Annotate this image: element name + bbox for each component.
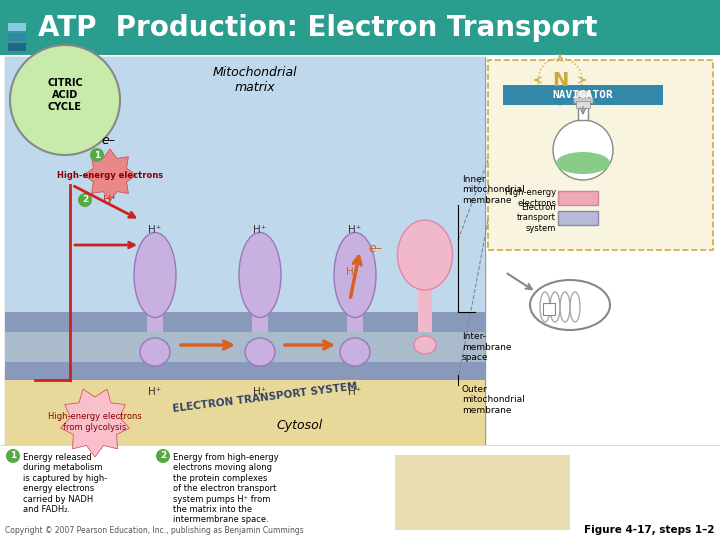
- Text: H⁺: H⁺: [148, 225, 161, 235]
- Text: Outer
mitochondrial
membrane: Outer mitochondrial membrane: [462, 385, 525, 415]
- Text: Copyright © 2007 Pearson Education, Inc., publishing as Benjamin Cummings: Copyright © 2007 Pearson Education, Inc.…: [5, 526, 304, 535]
- Bar: [573, 97, 593, 103]
- Bar: [5, 380, 485, 445]
- Bar: [8, 23, 26, 31]
- Circle shape: [6, 449, 20, 463]
- Ellipse shape: [140, 338, 170, 366]
- Text: Electron
transport
system: Electron transport system: [517, 203, 556, 233]
- Text: Energy released
during metabolism
is captured by high-
energy electrons
carried : Energy released during metabolism is cap…: [23, 453, 107, 514]
- Text: CITRIC
ACID
CYCLE: CITRIC ACID CYCLE: [47, 78, 83, 112]
- Text: H⁺: H⁺: [253, 387, 266, 397]
- Circle shape: [10, 45, 120, 155]
- Text: High-energy electrons: High-energy electrons: [57, 171, 163, 179]
- Text: High-energy
electrons: High-energy electrons: [504, 188, 556, 208]
- Text: High-energy electrons
from glycolysis: High-energy electrons from glycolysis: [48, 413, 142, 431]
- Bar: [147, 277, 163, 332]
- Circle shape: [156, 449, 170, 463]
- Ellipse shape: [334, 233, 376, 318]
- Bar: [0, 0, 720, 55]
- Bar: [5, 362, 485, 380]
- Text: H⁺: H⁺: [148, 387, 161, 397]
- Text: Inner
mitochondrial
membrane: Inner mitochondrial membrane: [462, 175, 525, 205]
- Text: Figure 4-17, steps 1–2: Figure 4-17, steps 1–2: [585, 525, 715, 535]
- Circle shape: [78, 193, 92, 207]
- Text: Mitochondrial
matrix: Mitochondrial matrix: [212, 66, 297, 94]
- Text: 1: 1: [94, 151, 100, 159]
- Bar: [418, 282, 432, 332]
- Bar: [395, 455, 570, 530]
- Ellipse shape: [397, 220, 452, 290]
- Text: e–: e–: [101, 133, 115, 146]
- Bar: [8, 43, 26, 51]
- Bar: [558, 211, 598, 225]
- Text: 1: 1: [10, 451, 16, 461]
- Ellipse shape: [340, 338, 370, 366]
- Bar: [252, 277, 268, 332]
- Text: H⁺: H⁺: [253, 225, 266, 235]
- Bar: [5, 332, 485, 362]
- Bar: [576, 90, 590, 97]
- Text: ATP  Production: Electron Transport: ATP Production: Electron Transport: [38, 14, 598, 42]
- FancyBboxPatch shape: [488, 60, 713, 250]
- Ellipse shape: [414, 336, 436, 354]
- Text: e–: e–: [368, 241, 382, 254]
- Text: H⁺: H⁺: [346, 267, 359, 277]
- Text: ELECTRON TRANSPORT SYSTEM: ELECTRON TRANSPORT SYSTEM: [172, 382, 358, 414]
- Text: Inter-
membrane
space: Inter- membrane space: [462, 332, 511, 362]
- Text: H⁺: H⁺: [103, 195, 117, 205]
- Ellipse shape: [245, 338, 275, 366]
- Bar: [8, 33, 26, 41]
- Bar: [578, 102, 588, 120]
- Circle shape: [90, 148, 104, 162]
- Bar: [503, 85, 663, 105]
- Bar: [0, 445, 720, 540]
- Polygon shape: [60, 389, 130, 457]
- Text: Energy from high-energy
electrons moving along
the protein complexes
of the elec: Energy from high-energy electrons moving…: [173, 453, 279, 524]
- Text: Cytosol: Cytosol: [277, 418, 323, 431]
- Bar: [543, 303, 555, 315]
- Bar: [5, 57, 485, 445]
- Ellipse shape: [556, 152, 610, 174]
- Ellipse shape: [134, 233, 176, 318]
- Text: NAVIGATOR: NAVIGATOR: [553, 90, 613, 100]
- Text: N: N: [552, 71, 568, 90]
- Text: H⁺: H⁺: [348, 225, 361, 235]
- Bar: [576, 101, 590, 108]
- Bar: [5, 312, 485, 332]
- Text: H⁺: H⁺: [348, 387, 361, 397]
- Text: 2: 2: [82, 195, 88, 205]
- Text: 2: 2: [160, 451, 166, 461]
- Polygon shape: [84, 149, 136, 201]
- Bar: [5, 57, 485, 312]
- Bar: [558, 191, 598, 205]
- Bar: [347, 277, 363, 332]
- Ellipse shape: [239, 233, 281, 318]
- Circle shape: [553, 120, 613, 180]
